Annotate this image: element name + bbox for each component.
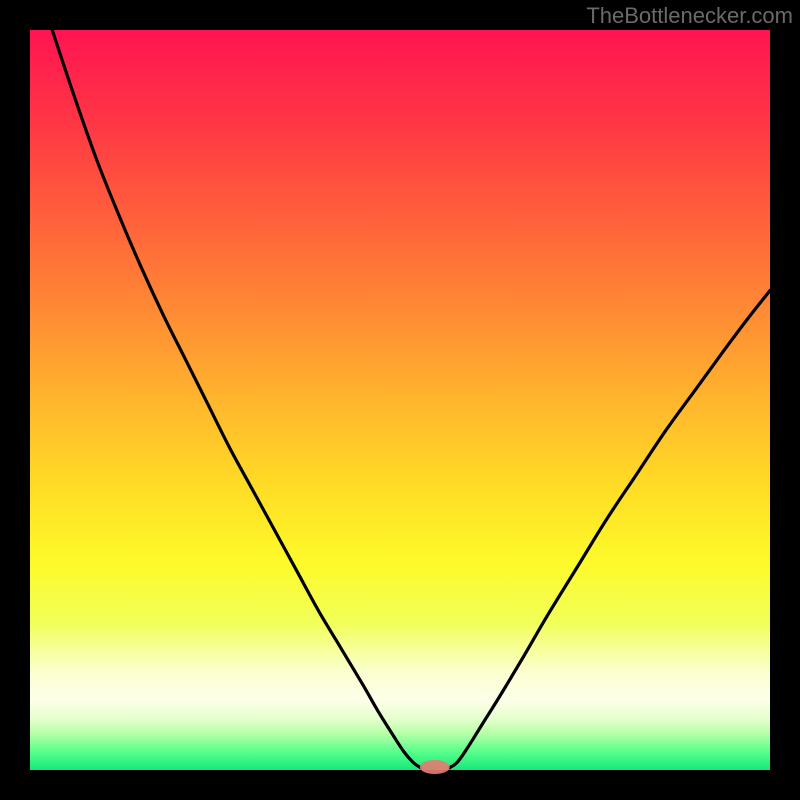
plot-background bbox=[30, 30, 770, 770]
chart-container: TheBottlenecker.com bbox=[0, 0, 800, 800]
watermark-text: TheBottlenecker.com bbox=[586, 3, 793, 28]
bottleneck-chart: TheBottlenecker.com bbox=[0, 0, 800, 800]
optimum-marker bbox=[420, 760, 450, 774]
